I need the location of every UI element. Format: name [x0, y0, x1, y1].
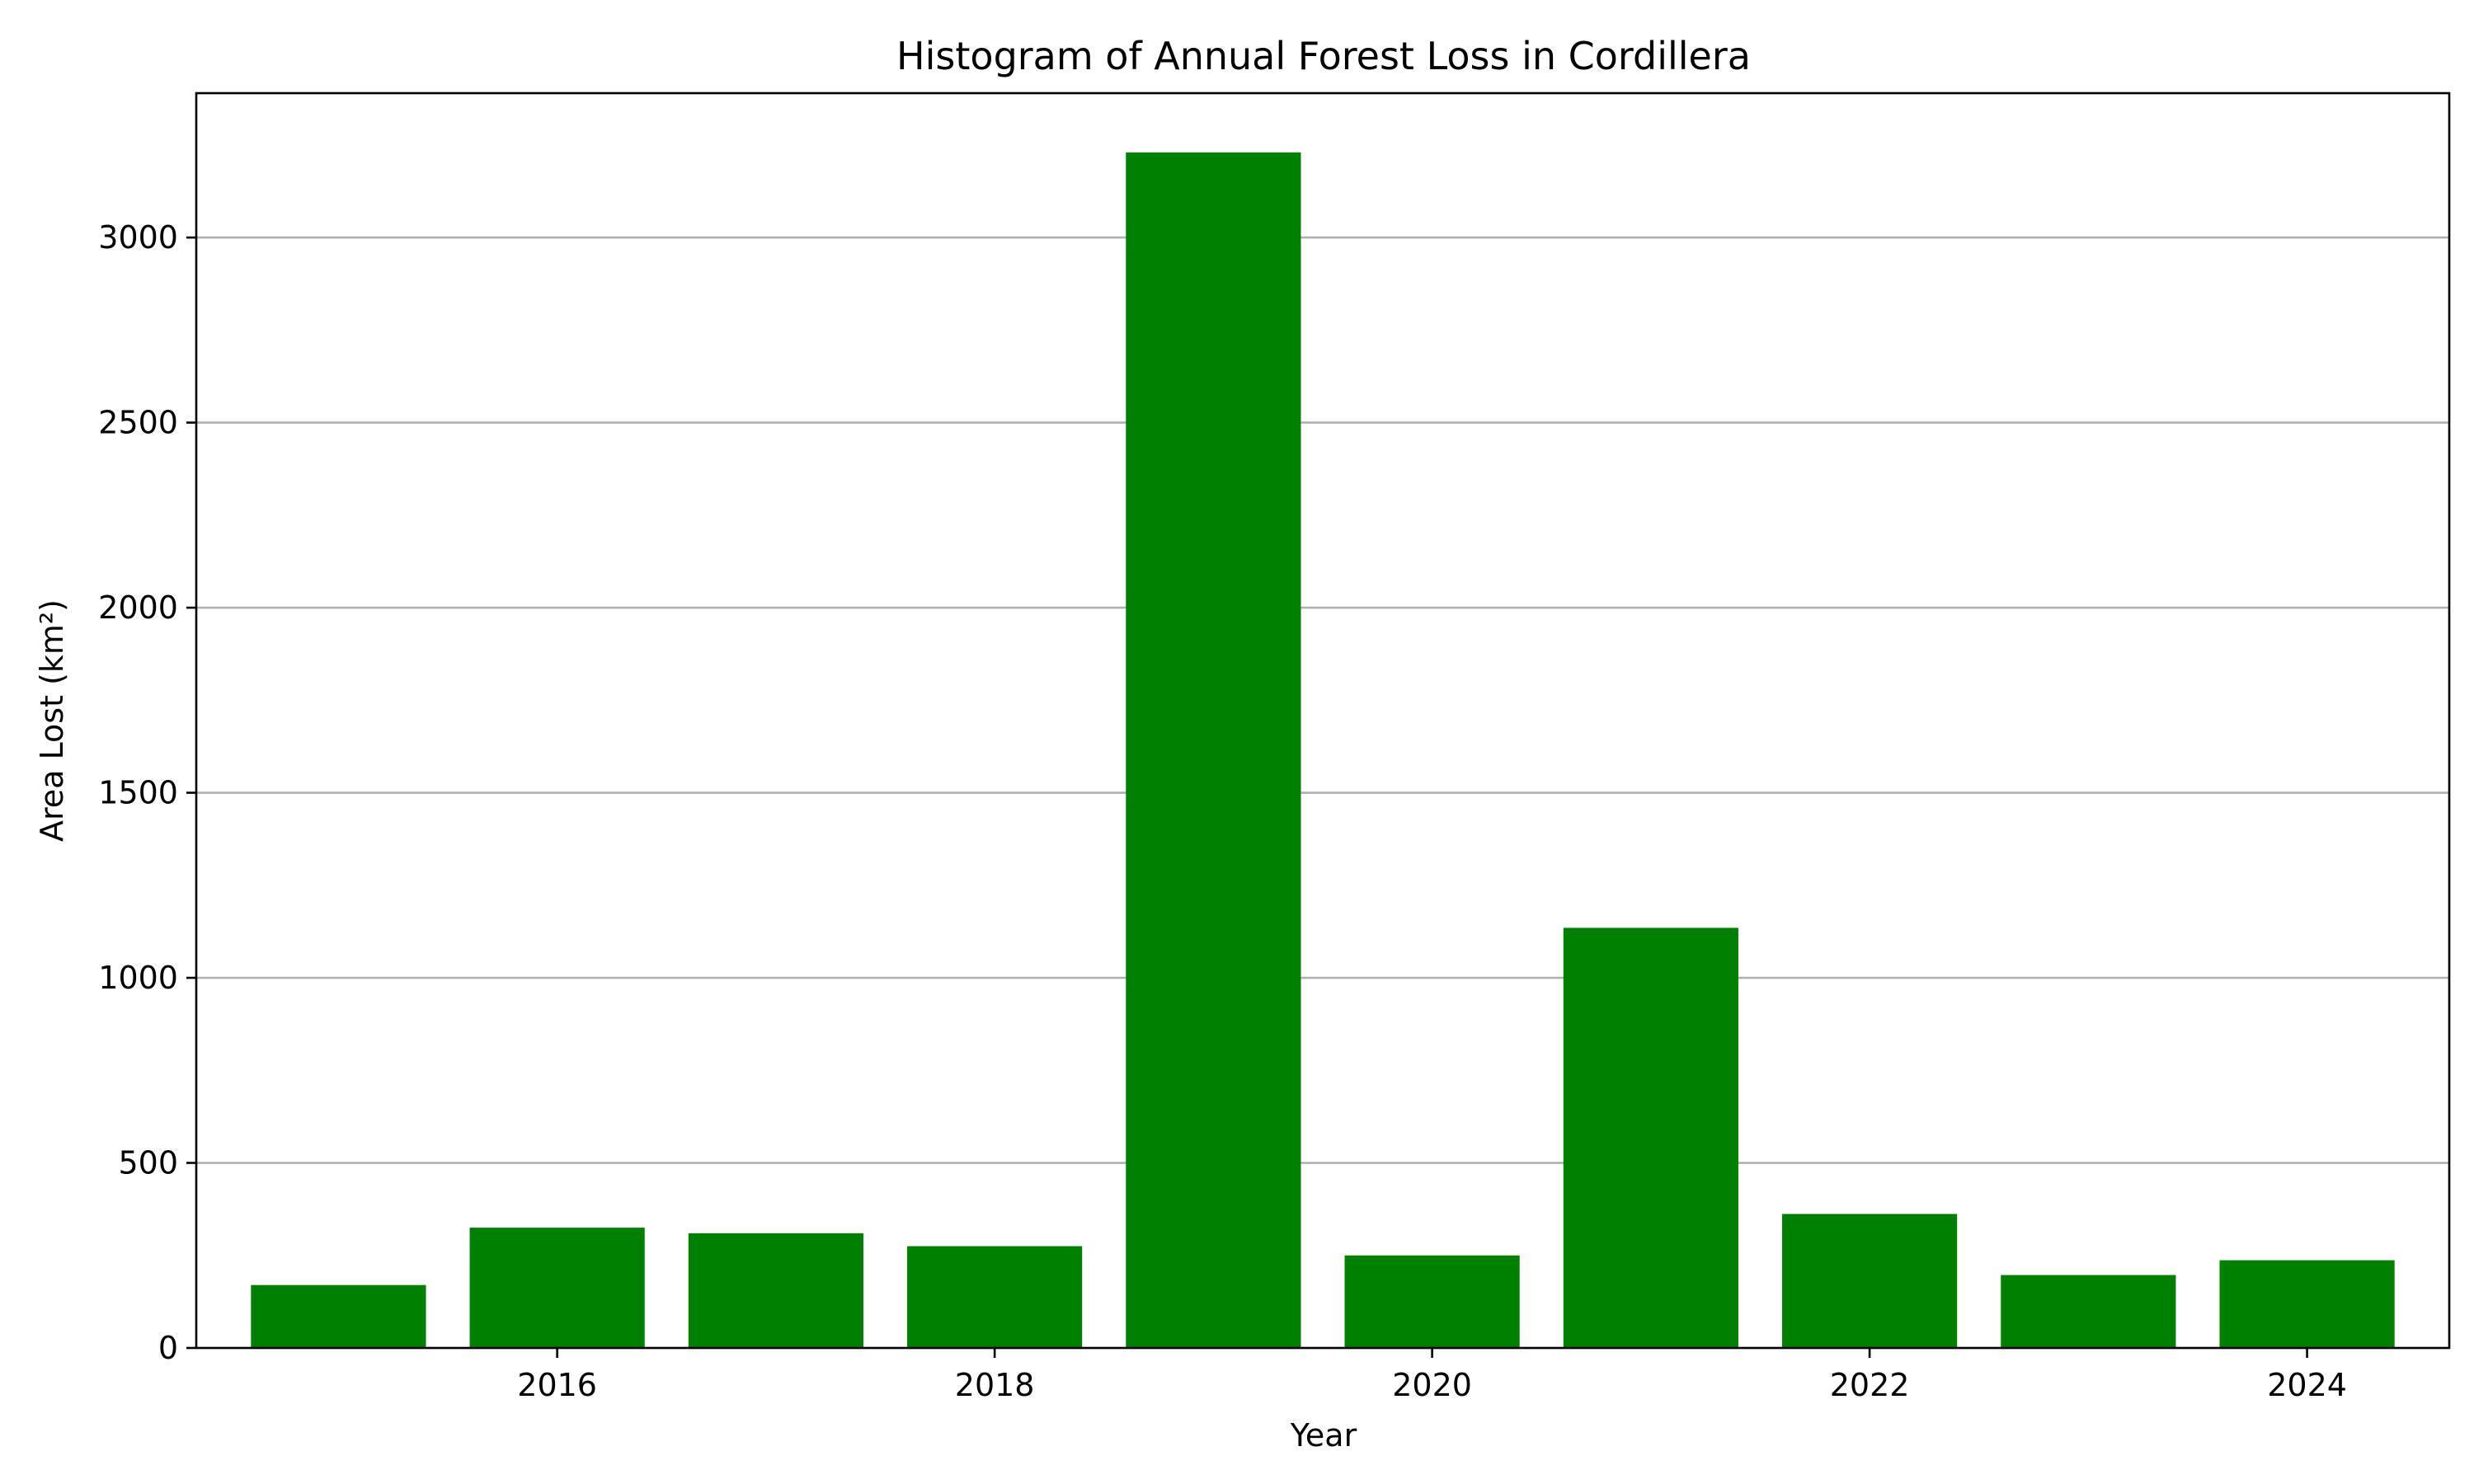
x-tick-label: 2018	[955, 1367, 1035, 1403]
y-tick-label: 0	[158, 1330, 178, 1366]
x-tick-label: 2024	[2267, 1367, 2347, 1403]
bar-2017	[688, 1233, 863, 1348]
y-axis-label: Area Lost (km²)	[34, 599, 70, 842]
x-axis-ticks: 2016 2018 2020 2022 2024	[517, 1348, 2347, 1403]
x-tick-label: 2022	[1830, 1367, 1910, 1403]
y-tick-label: 2000	[98, 589, 178, 626]
bar-2023	[2001, 1275, 2176, 1348]
y-tick-label: 2500	[98, 405, 178, 441]
y-tick-label: 500	[118, 1145, 178, 1181]
plot-frame	[195, 92, 2451, 1350]
bar-2015	[251, 1284, 426, 1348]
bar-2020	[1344, 1255, 1520, 1348]
chart-title: Histogram of Annual Forest Loss in Cordi…	[896, 34, 1751, 78]
x-axis-label: Year	[1290, 1417, 1357, 1453]
bar-2016	[469, 1228, 645, 1348]
grid-lines	[196, 236, 2449, 1164]
bars	[251, 152, 2395, 1348]
bar-2018	[907, 1246, 1083, 1348]
bar-2022	[1782, 1214, 1958, 1348]
y-axis-ticks: 0 500 1000 1500 2000 2500 3000	[98, 219, 196, 1366]
y-tick-label: 3000	[98, 219, 178, 256]
bar-2019	[1126, 152, 1301, 1348]
x-tick-label: 2016	[517, 1367, 597, 1403]
bar-2021	[1563, 928, 1738, 1348]
y-tick-label: 1500	[98, 775, 178, 811]
y-tick-label: 1000	[98, 960, 178, 996]
bar-2024	[2219, 1260, 2395, 1348]
x-tick-label: 2020	[1392, 1367, 1472, 1403]
